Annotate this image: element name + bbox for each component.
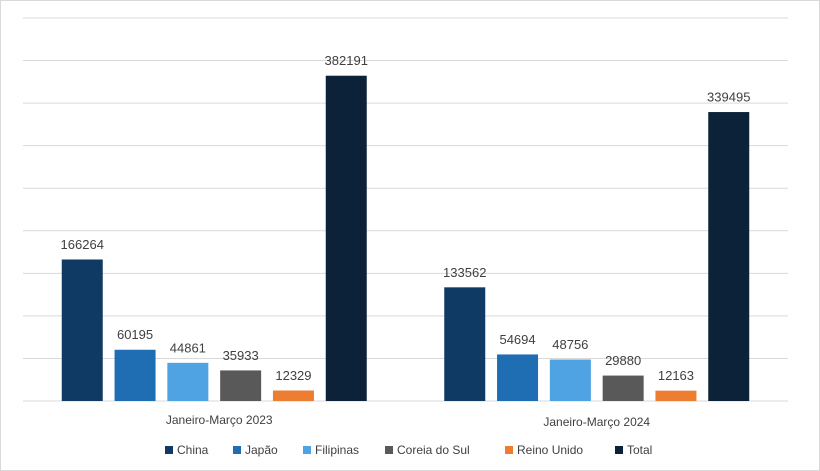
legend-swatch xyxy=(233,446,241,454)
bar xyxy=(272,390,314,401)
x-tick-label: Janeiro-Março 2023 xyxy=(166,413,273,427)
bar xyxy=(497,354,539,401)
bar xyxy=(708,112,750,401)
value-label: 339495 xyxy=(707,89,750,104)
legend-swatch xyxy=(385,446,393,454)
value-label: 48756 xyxy=(552,337,588,352)
bar xyxy=(61,259,103,401)
legend-label: China xyxy=(177,443,209,457)
bar xyxy=(167,362,209,401)
bar xyxy=(325,75,367,402)
legend-label: Total xyxy=(627,443,652,457)
legend-label: Japão xyxy=(245,443,278,457)
legend-label: Coreia do Sul xyxy=(397,443,470,457)
value-label: 44861 xyxy=(170,340,206,355)
bar xyxy=(114,349,156,401)
legend-swatch xyxy=(505,446,513,454)
value-label: 35933 xyxy=(223,348,259,363)
bar xyxy=(602,375,644,401)
value-label: 12163 xyxy=(658,368,694,383)
legend-swatch xyxy=(615,446,623,454)
value-label: 29880 xyxy=(605,353,641,368)
legend-swatch xyxy=(165,446,173,454)
value-label: 54694 xyxy=(499,332,535,347)
bar xyxy=(655,390,697,401)
value-label: 382191 xyxy=(325,53,368,68)
value-label: 166264 xyxy=(61,237,104,252)
x-tick-label: Janeiro-Março 2024 xyxy=(543,415,650,429)
bar xyxy=(549,359,591,401)
value-label: 60195 xyxy=(117,327,153,342)
legend-swatch xyxy=(303,446,311,454)
value-label: 133562 xyxy=(443,265,486,280)
bar xyxy=(444,287,486,401)
legend-label: Reino Unido xyxy=(517,443,583,457)
bar xyxy=(220,370,262,401)
value-label: 12329 xyxy=(275,368,311,383)
legend-label: Filipinas xyxy=(315,443,359,457)
